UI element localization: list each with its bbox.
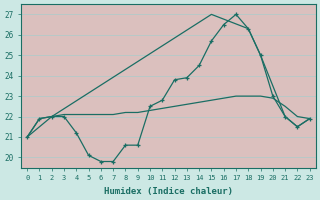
Bar (70, 4, 83, 168)
Bar (168, 4, 181, 168)
Bar (33, 4, 46, 168)
Bar (46, 4, 58, 168)
Bar (119, 4, 132, 168)
Bar (279, 4, 291, 168)
Bar (304, 4, 316, 168)
Bar (95, 4, 107, 168)
Bar (291, 4, 304, 168)
Bar (144, 4, 156, 168)
Bar (205, 4, 218, 168)
Bar (156, 4, 168, 168)
Bar (254, 4, 267, 168)
Bar (242, 4, 254, 168)
Bar (218, 4, 230, 168)
Bar (83, 4, 95, 168)
Bar (21, 4, 33, 168)
Bar (230, 4, 242, 168)
Bar (58, 4, 70, 168)
Bar (181, 4, 193, 168)
X-axis label: Humidex (Indice chaleur): Humidex (Indice chaleur) (104, 187, 233, 196)
Bar (193, 4, 205, 168)
Bar (267, 4, 279, 168)
Bar (132, 4, 144, 168)
Bar (107, 4, 119, 168)
